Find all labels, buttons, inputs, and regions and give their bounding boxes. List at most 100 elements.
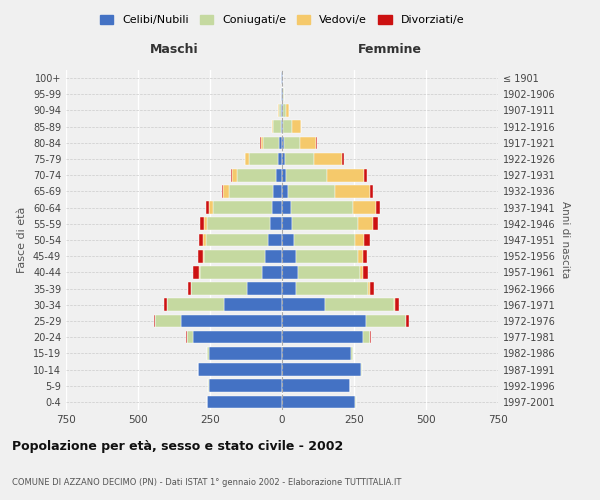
Bar (370, 185, 373, 198)
Bar (282, 396, 355, 408)
Bar (292, 120, 301, 133)
Text: Femmine: Femmine (358, 44, 422, 57)
Bar (199, 250, 203, 262)
Bar (155, 314, 181, 328)
Bar (247, 282, 282, 295)
Bar (199, 266, 200, 278)
Bar (351, 347, 353, 360)
Bar (365, 314, 406, 328)
Bar (281, 120, 282, 133)
Bar (279, 104, 281, 117)
Bar (191, 282, 247, 295)
Y-axis label: Anni di nascita: Anni di nascita (560, 202, 569, 278)
Text: Maschi: Maschi (149, 44, 199, 57)
Bar (282, 120, 283, 133)
Bar (282, 88, 283, 101)
Bar (281, 104, 282, 117)
Bar (261, 136, 263, 149)
Bar (229, 185, 274, 198)
Bar (362, 266, 368, 278)
Bar (283, 104, 286, 117)
Bar (282, 152, 285, 166)
Bar (209, 202, 213, 214)
Bar (296, 250, 358, 262)
Bar (282, 380, 350, 392)
Bar (187, 331, 193, 344)
Bar (288, 185, 335, 198)
Bar (207, 347, 209, 360)
Bar (221, 185, 223, 198)
Bar (272, 120, 274, 133)
Text: COMUNE DI AZZANO DECIMO (PN) - Dati ISTAT 1° gennaio 2002 - Elaborazione TUTTITA: COMUNE DI AZZANO DECIMO (PN) - Dati ISTA… (12, 478, 401, 487)
Bar (271, 218, 282, 230)
Bar (296, 282, 368, 295)
Bar (200, 218, 204, 230)
Bar (370, 331, 371, 344)
Legend: Celibi/Nubili, Coniugati/e, Vedovi/e, Divorziati/e: Celibi/Nubili, Coniugati/e, Vedovi/e, Di… (95, 10, 469, 30)
Bar (282, 234, 293, 246)
Bar (245, 152, 249, 166)
Bar (282, 314, 365, 328)
Bar (199, 363, 282, 376)
Bar (360, 266, 362, 278)
Bar (290, 202, 353, 214)
Bar (282, 169, 286, 181)
Bar (282, 136, 284, 149)
Bar (394, 298, 395, 311)
Bar (274, 120, 281, 133)
Bar (193, 266, 199, 278)
Bar (364, 169, 367, 181)
Bar (282, 282, 296, 295)
Bar (213, 202, 272, 214)
Bar (353, 202, 376, 214)
Bar (231, 169, 232, 181)
Bar (362, 250, 367, 262)
Bar (276, 169, 282, 181)
Bar (325, 298, 394, 311)
Bar (282, 185, 288, 198)
Bar (282, 266, 298, 278)
Bar (355, 234, 364, 246)
Bar (362, 331, 370, 344)
Bar (283, 88, 284, 101)
Bar (300, 136, 316, 149)
Bar (224, 298, 282, 311)
Bar (373, 218, 379, 230)
Bar (268, 234, 282, 246)
Bar (358, 218, 373, 230)
Bar (262, 266, 282, 278)
Bar (154, 314, 155, 328)
Bar (206, 234, 268, 246)
Bar (199, 234, 203, 246)
Bar (188, 282, 191, 295)
Bar (207, 396, 282, 408)
Bar (282, 202, 290, 214)
Bar (284, 136, 300, 149)
Bar (272, 202, 282, 214)
Bar (238, 169, 276, 181)
Bar (358, 250, 362, 262)
Bar (282, 104, 283, 117)
Bar (249, 152, 278, 166)
Bar (316, 136, 317, 149)
Bar (286, 169, 326, 181)
Bar (285, 152, 314, 166)
Bar (206, 202, 209, 214)
Bar (292, 218, 358, 230)
Bar (335, 185, 370, 198)
Bar (282, 250, 296, 262)
Bar (203, 250, 204, 262)
Bar (343, 152, 344, 166)
Bar (193, 331, 282, 344)
Bar (167, 298, 224, 311)
Bar (395, 298, 398, 311)
Bar (376, 202, 380, 214)
Bar (164, 298, 167, 311)
Bar (370, 282, 374, 295)
Bar (298, 266, 360, 278)
Y-axis label: Fasce di età: Fasce di età (17, 207, 27, 273)
Bar (274, 185, 282, 198)
Bar (207, 218, 271, 230)
Bar (282, 298, 325, 311)
Bar (282, 363, 361, 376)
